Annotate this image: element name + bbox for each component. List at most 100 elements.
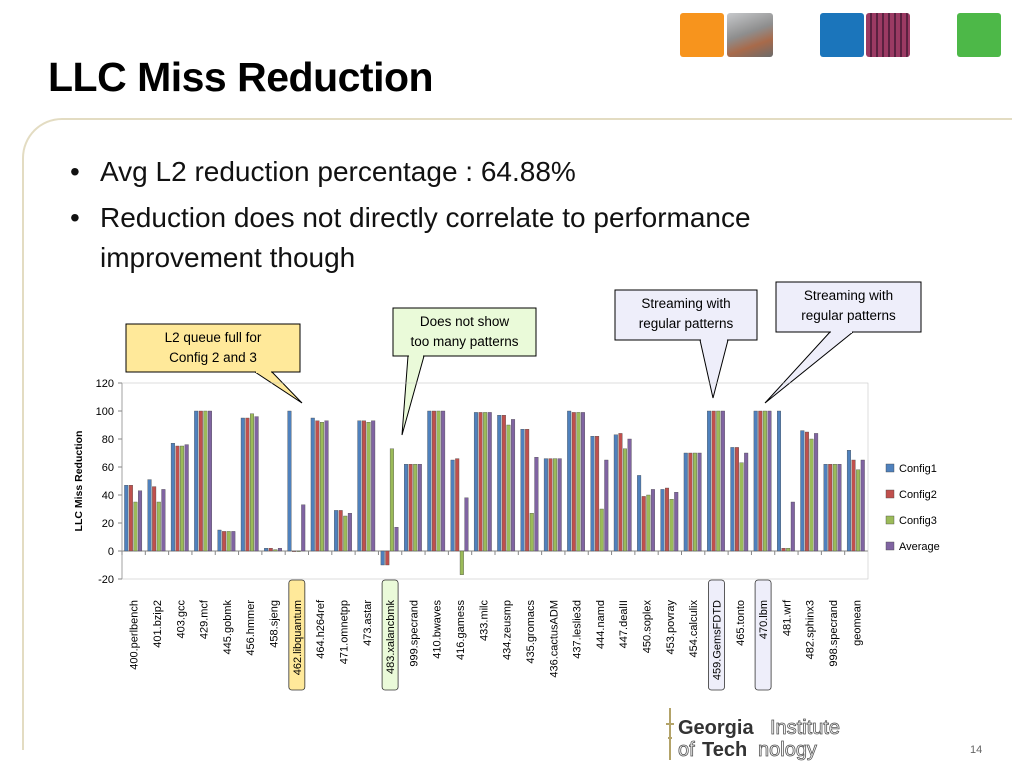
x-tick-label: 456.hmmer bbox=[245, 600, 257, 656]
callout-text-line: Config 2 and 3 bbox=[169, 350, 257, 365]
bar-config2 bbox=[128, 485, 133, 552]
bar-config1 bbox=[380, 550, 385, 566]
category-highlight bbox=[754, 579, 772, 691]
callout-box bbox=[775, 281, 922, 333]
bar-config1 bbox=[404, 464, 408, 552]
legend-swatch bbox=[885, 515, 895, 525]
x-tick-label: 435.gromacs bbox=[525, 600, 537, 664]
bar-average bbox=[161, 489, 166, 552]
bar-average bbox=[231, 531, 236, 552]
bar-config1 bbox=[637, 475, 642, 552]
bar-average bbox=[837, 464, 842, 552]
bullet-text: Reduction does not directly correlate to… bbox=[100, 202, 751, 273]
bar-config1 bbox=[730, 447, 735, 552]
bar-average bbox=[277, 548, 282, 552]
bar-config1 bbox=[334, 510, 339, 552]
x-tick-label: 410.bwaves bbox=[432, 600, 444, 659]
highlight-layer bbox=[288, 579, 772, 691]
bar-config2 bbox=[455, 458, 460, 552]
y-tick-label: 0 bbox=[108, 546, 114, 558]
x-tick-label: geomean bbox=[851, 600, 863, 646]
bar-config1 bbox=[846, 450, 851, 552]
bar-average bbox=[604, 459, 609, 552]
bar-average bbox=[301, 504, 306, 552]
callout-text-line: regular patterns bbox=[801, 308, 896, 323]
x-tick-label: 462.libquantum bbox=[292, 600, 304, 675]
bar-config2 bbox=[735, 447, 739, 552]
x-tick-label: 465.tonto bbox=[735, 600, 747, 646]
legend-swatch bbox=[885, 541, 895, 551]
bar-config1 bbox=[450, 459, 455, 552]
bullet-item: • Reduction does not directly correlate … bbox=[70, 198, 900, 278]
bar-average bbox=[697, 452, 702, 552]
bar-config3 bbox=[646, 494, 651, 552]
bar-config2 bbox=[222, 531, 227, 552]
callout-text-line: too many patterns bbox=[410, 334, 518, 349]
legend-label: Average bbox=[899, 541, 940, 553]
legend-swatch bbox=[885, 489, 895, 499]
bar-config2 bbox=[362, 420, 366, 552]
bar-config3 bbox=[669, 499, 674, 552]
x-tick-label: 444.namd bbox=[595, 600, 607, 649]
x-tick-label: 433.milc bbox=[478, 600, 490, 641]
bar-config1 bbox=[310, 417, 315, 552]
bar-average bbox=[324, 420, 329, 552]
callout-text-line: Does not show bbox=[420, 314, 510, 329]
callout-pointer bbox=[699, 339, 729, 399]
bar-average bbox=[394, 527, 399, 552]
bar-config2 bbox=[385, 550, 390, 566]
bar-config3 bbox=[273, 549, 278, 552]
y-tick-label: 80 bbox=[102, 434, 114, 446]
plot-area: -20 0 20 40 60 80 100 120 LLC Miss Reduction 400.… bbox=[73, 378, 869, 680]
bar-config2 bbox=[571, 412, 576, 552]
bar-average bbox=[138, 490, 143, 552]
bar-config3 bbox=[436, 410, 441, 552]
x-tick-label: 445.gobmk bbox=[222, 600, 234, 655]
bar-average bbox=[534, 457, 539, 552]
x-tick-label: 400.perlbench bbox=[129, 600, 141, 670]
bar-config3 bbox=[203, 410, 208, 552]
bar-config1 bbox=[124, 485, 129, 552]
decorative-tile-orange bbox=[680, 13, 724, 57]
x-tick-label: 482.sphinx3 bbox=[805, 600, 817, 659]
decorative-chip-tile bbox=[866, 13, 910, 57]
bar-config2 bbox=[758, 410, 763, 552]
callout-pointer bbox=[253, 371, 303, 404]
content-frame bbox=[22, 118, 1012, 750]
bar-config1 bbox=[427, 410, 432, 552]
decorative-photo-tile bbox=[727, 13, 773, 57]
bar-config3 bbox=[389, 448, 394, 552]
georgia-tech-logo: Georgia Institute of Tech nology bbox=[658, 704, 870, 764]
bar-config3 bbox=[156, 501, 161, 552]
legend-swatch bbox=[885, 463, 895, 473]
bullet-list: • Avg L2 reduction percentage : 64.88% •… bbox=[70, 152, 950, 284]
decorative-tile-blue bbox=[820, 13, 864, 57]
bar-config1 bbox=[194, 410, 199, 552]
bar-config1 bbox=[170, 443, 175, 552]
x-tick-label: 403.gcc bbox=[175, 600, 187, 639]
bar-config3 bbox=[809, 438, 814, 552]
bar-average bbox=[627, 438, 632, 552]
slide-title: LLC Miss Reduction bbox=[48, 54, 434, 100]
bar-average bbox=[581, 412, 585, 552]
bar-config3 bbox=[832, 464, 837, 552]
bar-config1 bbox=[707, 410, 712, 552]
bar-config2 bbox=[501, 415, 506, 552]
bar-average bbox=[511, 419, 516, 552]
x-tick-label: 429.mcf bbox=[199, 599, 211, 639]
bullet-item: • Avg L2 reduction percentage : 64.88% bbox=[70, 152, 950, 192]
bar-average bbox=[347, 513, 352, 552]
x-tick-label: 453.povray bbox=[665, 600, 677, 655]
logo-word-georgia: Georgia bbox=[678, 717, 754, 739]
callout-text-line: L2 queue full for bbox=[165, 330, 262, 345]
bar-config3 bbox=[296, 550, 301, 552]
bar-config3 bbox=[413, 464, 418, 552]
bar-config2 bbox=[525, 429, 530, 552]
bar-config2 bbox=[804, 431, 809, 552]
x-tick-label: 483.xalancbmk bbox=[385, 600, 397, 674]
bar-average bbox=[790, 501, 795, 552]
bar-config3 bbox=[319, 422, 324, 552]
bar-config1 bbox=[264, 548, 269, 552]
legend-label: Config3 bbox=[899, 515, 937, 527]
